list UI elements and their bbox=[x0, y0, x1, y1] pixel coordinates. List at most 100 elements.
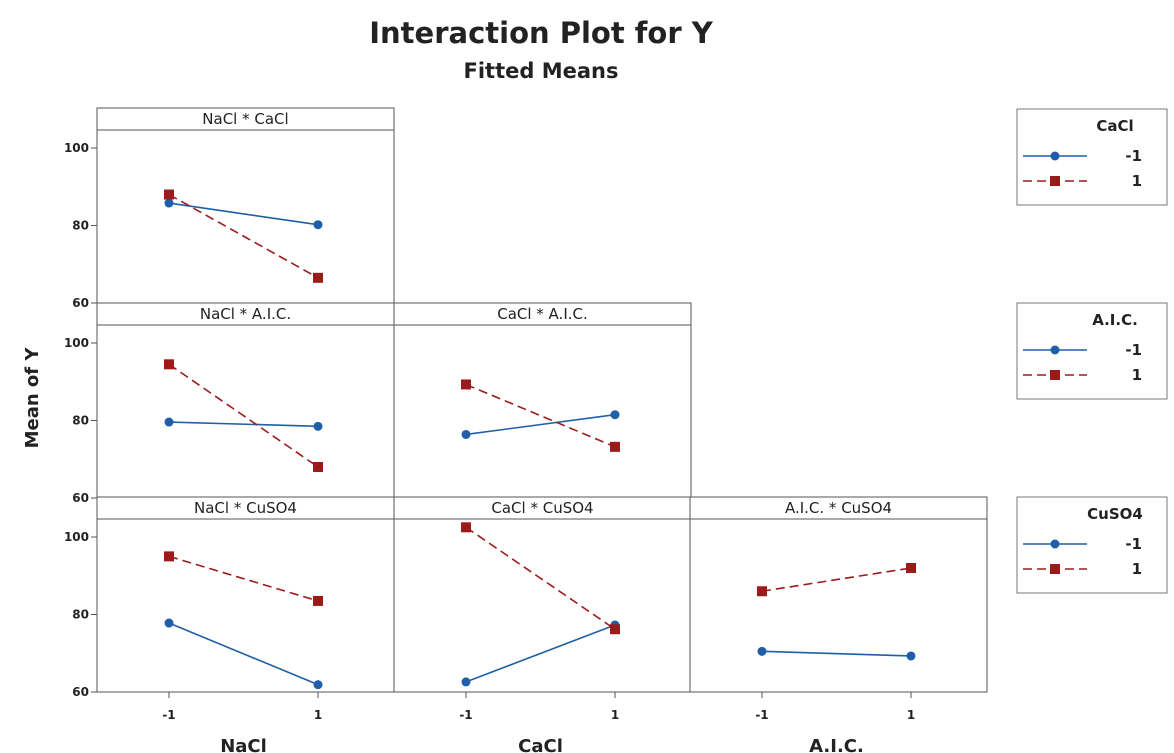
series-line-plus1 bbox=[168, 193, 319, 279]
data-point bbox=[906, 651, 916, 661]
series-line-minus1 bbox=[465, 624, 616, 683]
y-axis-row-2: 60 80 100 bbox=[64, 530, 97, 699]
legend-label: -1 bbox=[1125, 341, 1142, 359]
y-tick-label: 80 bbox=[72, 219, 89, 233]
panel-strip-label: CaCl * CuSO4 bbox=[491, 499, 593, 517]
panel-1: NaCl * A.I.C. bbox=[96, 302, 395, 499]
legend-label: -1 bbox=[1125, 147, 1142, 165]
x-tick-label: -1 bbox=[459, 708, 472, 722]
y-tick-label: 60 bbox=[72, 491, 89, 505]
legend-title: CuSO4 bbox=[1087, 505, 1143, 523]
axes-layer: 60 80 100 60 80 100 60 80 100 -1 1 NaCl -1 1 CaCl -1 1 A.… bbox=[64, 141, 915, 753]
legend-box bbox=[1016, 108, 1168, 206]
series-line-minus1 bbox=[168, 421, 319, 428]
series-line-plus1 bbox=[168, 363, 319, 468]
series-line-minus1 bbox=[761, 650, 912, 657]
panel-strip-label: CaCl * A.I.C. bbox=[497, 305, 588, 323]
x-axis-col-1: -1 1 CaCl bbox=[459, 692, 619, 753]
data-point bbox=[164, 359, 174, 370]
data-point bbox=[313, 680, 323, 690]
series-line-minus1 bbox=[465, 413, 616, 436]
series-line-plus1 bbox=[168, 555, 319, 602]
panel-2: CaCl * A.I.C. bbox=[393, 302, 692, 499]
legend-box bbox=[1016, 302, 1168, 400]
panel-strip-label: NaCl * CaCl bbox=[202, 110, 288, 128]
data-point bbox=[313, 220, 323, 230]
y-tick-label: 100 bbox=[64, 530, 89, 544]
data-point bbox=[164, 189, 174, 200]
series-line-minus1 bbox=[168, 202, 319, 226]
legends-layer: CaCl -1 1 A.I.C. -1 1 CuSO4 -1 1 bbox=[1016, 108, 1168, 594]
x-tick-label: -1 bbox=[162, 708, 175, 722]
x-axis-col-2: -1 1 A.I.C. bbox=[755, 692, 915, 753]
legend-0: CaCl -1 1 bbox=[1016, 108, 1168, 206]
data-point bbox=[313, 421, 323, 431]
panel-frame bbox=[96, 107, 395, 304]
data-point bbox=[164, 618, 174, 628]
y-axis-title: Mean of Y bbox=[22, 347, 43, 449]
y-tick-label: 80 bbox=[72, 414, 89, 428]
panel-frame bbox=[96, 302, 395, 499]
y-axis-row-0: 60 80 100 bbox=[64, 141, 97, 310]
legend-2: CuSO4 -1 1 bbox=[1016, 496, 1168, 594]
y-tick-label: 100 bbox=[64, 141, 89, 155]
series-line-minus1 bbox=[168, 622, 319, 686]
legend-label: 1 bbox=[1132, 172, 1142, 190]
x-axis-title: CaCl bbox=[518, 736, 563, 753]
panel-frame bbox=[689, 496, 988, 693]
chart-subtitle: Fitted Means bbox=[464, 59, 619, 83]
chart-title: Interaction Plot for Y bbox=[369, 16, 714, 50]
panel-frame bbox=[393, 496, 692, 693]
y-tick-label: 60 bbox=[72, 685, 89, 699]
legend-label: -1 bbox=[1125, 535, 1142, 553]
panel-strip-label: A.I.C. * CuSO4 bbox=[785, 499, 892, 517]
x-tick-label: 1 bbox=[314, 708, 322, 722]
panel-0: NaCl * CaCl bbox=[96, 107, 395, 304]
data-point bbox=[906, 563, 916, 573]
y-tick-label: 80 bbox=[72, 608, 89, 622]
legend-label: 1 bbox=[1132, 366, 1142, 384]
panel-frame bbox=[96, 496, 395, 693]
data-point bbox=[757, 646, 767, 656]
legend-marker bbox=[1050, 176, 1060, 186]
x-tick-label: 1 bbox=[907, 708, 915, 722]
data-point bbox=[461, 677, 471, 687]
legend-marker bbox=[1050, 370, 1060, 380]
y-tick-label: 60 bbox=[72, 296, 89, 310]
y-axis-row-1: 60 80 100 bbox=[64, 336, 97, 505]
series-line-plus1 bbox=[761, 567, 912, 593]
data-point bbox=[757, 586, 767, 597]
data-point bbox=[164, 198, 174, 208]
data-point bbox=[610, 624, 620, 635]
data-point bbox=[461, 379, 471, 390]
y-tick-label: 100 bbox=[64, 336, 89, 350]
x-axis-title: NaCl bbox=[220, 736, 267, 753]
legend-marker bbox=[1050, 539, 1060, 549]
series-line-plus1 bbox=[465, 526, 616, 630]
panel-strip-label: NaCl * A.I.C. bbox=[200, 305, 291, 323]
legend-1: A.I.C. -1 1 bbox=[1016, 302, 1168, 400]
data-point bbox=[313, 462, 323, 472]
panel-frame bbox=[393, 302, 692, 499]
x-tick-label: 1 bbox=[611, 708, 619, 722]
panel-strip-label: NaCl * CuSO4 bbox=[194, 499, 297, 517]
panel-5: A.I.C. * CuSO4 bbox=[689, 496, 988, 693]
data-point bbox=[461, 522, 471, 533]
legend-title: A.I.C. bbox=[1092, 311, 1138, 329]
x-tick-label: -1 bbox=[755, 708, 768, 722]
panel-4: CaCl * CuSO4 bbox=[393, 496, 692, 693]
data-point bbox=[164, 551, 174, 562]
data-point bbox=[313, 272, 323, 283]
data-point bbox=[461, 429, 471, 439]
x-axis-col-0: -1 1 NaCl bbox=[162, 692, 322, 753]
legend-label: 1 bbox=[1132, 560, 1142, 578]
legend-marker bbox=[1050, 345, 1060, 355]
legend-title: CaCl bbox=[1096, 117, 1133, 135]
legend-marker bbox=[1050, 151, 1060, 161]
data-point bbox=[313, 595, 323, 606]
panels-layer: NaCl * CaCl NaCl * A.I.C. CaCl * A.I.C. NaC… bbox=[96, 107, 988, 693]
data-point bbox=[610, 441, 620, 452]
legend-marker bbox=[1050, 564, 1060, 574]
panel-3: NaCl * CuSO4 bbox=[96, 496, 395, 693]
